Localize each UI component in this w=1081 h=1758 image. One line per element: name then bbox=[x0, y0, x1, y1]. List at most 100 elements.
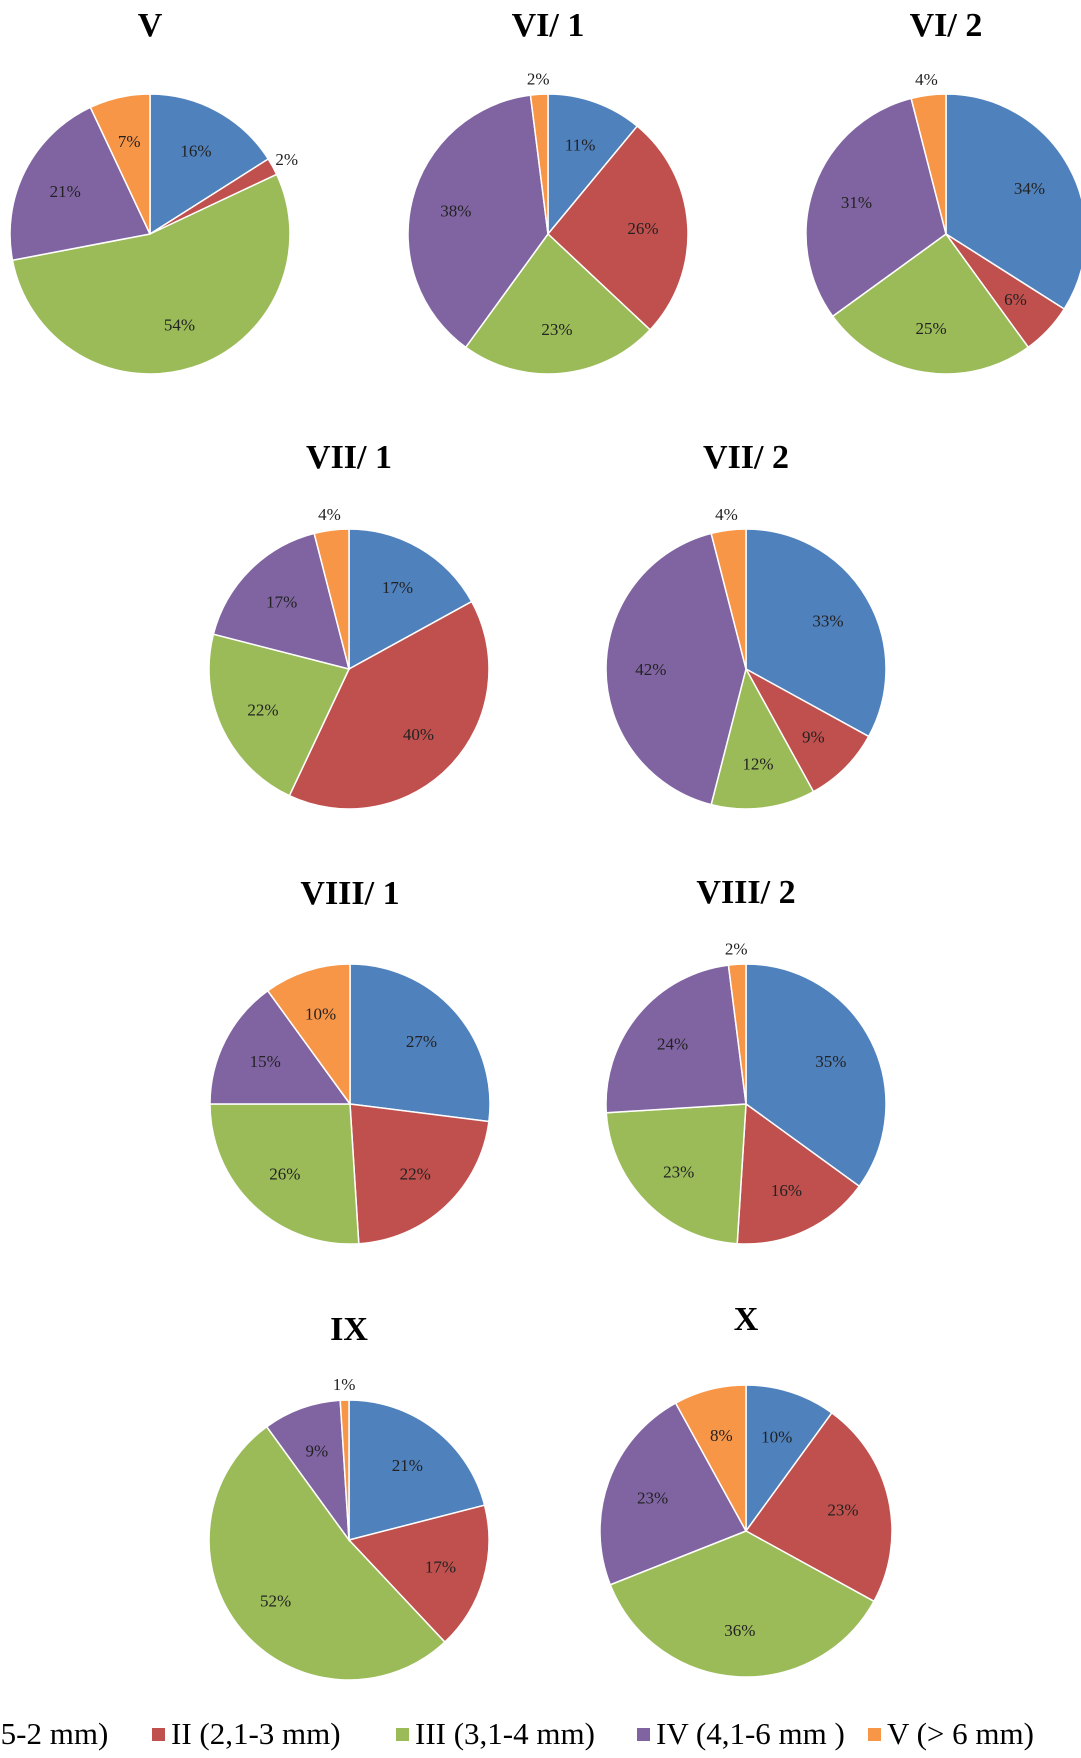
pie-slice bbox=[347, 1504, 490, 1644]
slice-label: 16% bbox=[180, 142, 211, 161]
slice-label: 10% bbox=[761, 1428, 792, 1447]
pie-slice bbox=[209, 1103, 360, 1245]
legend-item: V (> 6 mm) bbox=[868, 1716, 1034, 1751]
pie-slice bbox=[266, 963, 351, 1107]
slice-label: 1% bbox=[333, 1375, 356, 1394]
pie-slice bbox=[745, 1384, 833, 1534]
pie-slice bbox=[744, 667, 870, 793]
pie-chart: VI/ 1 11% 26% 23% 38% 2% bbox=[407, 7, 689, 375]
slice-label: 54% bbox=[164, 316, 195, 335]
pie-slice bbox=[9, 106, 152, 262]
legend-item: II (2,1-3 mm) bbox=[152, 1716, 341, 1751]
slice-label: 25% bbox=[916, 319, 947, 338]
slice-label: 23% bbox=[637, 1488, 668, 1507]
slice-label: 4% bbox=[715, 505, 738, 524]
pie-slice bbox=[710, 528, 747, 670]
legend-item: I (0,5-2 mm) bbox=[0, 1716, 108, 1751]
slice-label: 38% bbox=[440, 201, 471, 220]
slice-label: 2% bbox=[275, 150, 298, 169]
pie-slice bbox=[11, 173, 291, 375]
slice-label: 27% bbox=[406, 1032, 437, 1051]
legend-label: IV (4,1-6 mm ) bbox=[656, 1716, 845, 1751]
chart-title: VIII/ 1 bbox=[300, 875, 399, 912]
slice-label: 9% bbox=[305, 1441, 328, 1460]
pie-slice bbox=[313, 528, 350, 670]
slice-label: 21% bbox=[392, 1456, 423, 1475]
slice-label: 31% bbox=[841, 193, 872, 212]
slice-label: 22% bbox=[400, 1164, 431, 1183]
chart-title: VII/ 2 bbox=[703, 439, 789, 476]
pie-slice bbox=[348, 1399, 486, 1541]
legend-swatch bbox=[152, 1728, 165, 1741]
chart-title: VI/ 2 bbox=[910, 7, 983, 44]
legend-item: III (3,1-4 mm) bbox=[396, 1716, 595, 1751]
pie-slice bbox=[831, 232, 1030, 375]
pie-slice bbox=[208, 1425, 446, 1681]
slice-label: 2% bbox=[725, 939, 748, 958]
slice-label: 26% bbox=[627, 219, 658, 238]
slice-label: 4% bbox=[915, 70, 938, 89]
pie-slice bbox=[605, 1103, 747, 1245]
chart-title: V bbox=[138, 7, 163, 44]
pie-slice bbox=[745, 528, 887, 738]
legend-swatch bbox=[396, 1728, 409, 1741]
slice-label: 17% bbox=[266, 593, 297, 612]
slice-label: 23% bbox=[541, 320, 572, 339]
pie-slice bbox=[710, 666, 815, 810]
legend-item: IV (4,1-6 mm ) bbox=[637, 1716, 845, 1751]
pie-slice bbox=[208, 633, 351, 797]
pie-chart: IX 21% 17% 52% 9% 1% bbox=[208, 1311, 490, 1681]
slice-label: 21% bbox=[50, 182, 81, 201]
pie-slice bbox=[910, 93, 947, 235]
pie-slice bbox=[349, 963, 491, 1123]
pie-slice bbox=[547, 93, 639, 237]
pie-slice bbox=[288, 600, 490, 810]
pie-slice bbox=[529, 93, 549, 235]
slice-label: 4% bbox=[318, 505, 341, 524]
slice-label: 15% bbox=[250, 1052, 281, 1071]
pie-chart: V 16% 2% 54% 21% 7% bbox=[9, 7, 298, 375]
pie-slice bbox=[348, 528, 473, 671]
chart-title: IX bbox=[330, 1311, 368, 1348]
legend-label: V (> 6 mm) bbox=[887, 1716, 1034, 1751]
pie-slice bbox=[599, 1402, 748, 1586]
slice-label: 17% bbox=[425, 1558, 456, 1577]
pie-slice bbox=[674, 1384, 747, 1532]
pie-slice bbox=[736, 1102, 861, 1245]
charts-group: V 16% 2% 54% 21% 7% VI/ 1 11% 26% 23% 38% 2% VI/ 2 34… bbox=[9, 7, 1081, 1681]
slice-label: 26% bbox=[269, 1164, 300, 1183]
legend-label: I (0,5-2 mm) bbox=[0, 1716, 108, 1751]
legend-label: II (2,1-3 mm) bbox=[171, 1716, 341, 1751]
slice-label: 7% bbox=[118, 132, 141, 151]
chart-title: VII/ 1 bbox=[306, 439, 392, 476]
slice-label: 8% bbox=[710, 1426, 733, 1445]
slice-label: 12% bbox=[742, 754, 773, 773]
pie-slice bbox=[745, 963, 887, 1188]
pie-slice bbox=[209, 989, 352, 1105]
slice-label: 6% bbox=[1004, 290, 1027, 309]
slice-label: 33% bbox=[812, 612, 843, 631]
legend-swatch bbox=[637, 1728, 650, 1741]
pie-chart: VI/ 2 34% 6% 25% 31% 4% bbox=[805, 7, 1081, 375]
pie-slice bbox=[407, 94, 549, 349]
slice-label: 34% bbox=[1014, 179, 1045, 198]
slice-label: 11% bbox=[565, 135, 596, 154]
legend-swatch bbox=[868, 1728, 881, 1741]
pie-slice bbox=[339, 1399, 350, 1541]
pie-chart: VIII/ 2 35% 16% 23% 24% 2% bbox=[605, 874, 887, 1245]
legend-label: III (3,1-4 mm) bbox=[415, 1716, 595, 1751]
pie-slice bbox=[609, 1530, 875, 1678]
chart-title: VI/ 1 bbox=[512, 7, 585, 44]
pie-slice bbox=[149, 93, 270, 236]
pie-slice bbox=[546, 125, 689, 331]
pie-chart: VII/ 2 33% 9% 12% 42% 4% bbox=[605, 439, 887, 810]
chart-title: X bbox=[734, 1301, 759, 1338]
slice-label: 22% bbox=[247, 701, 278, 720]
slice-label: 36% bbox=[724, 1621, 755, 1640]
pie-slice bbox=[605, 532, 747, 806]
slice-label: 23% bbox=[663, 1162, 694, 1181]
pie-chart: VII/ 1 17% 40% 22% 17% 4% bbox=[208, 439, 490, 810]
chart-title: VIII/ 2 bbox=[696, 874, 795, 911]
slice-label: 10% bbox=[305, 1005, 336, 1024]
